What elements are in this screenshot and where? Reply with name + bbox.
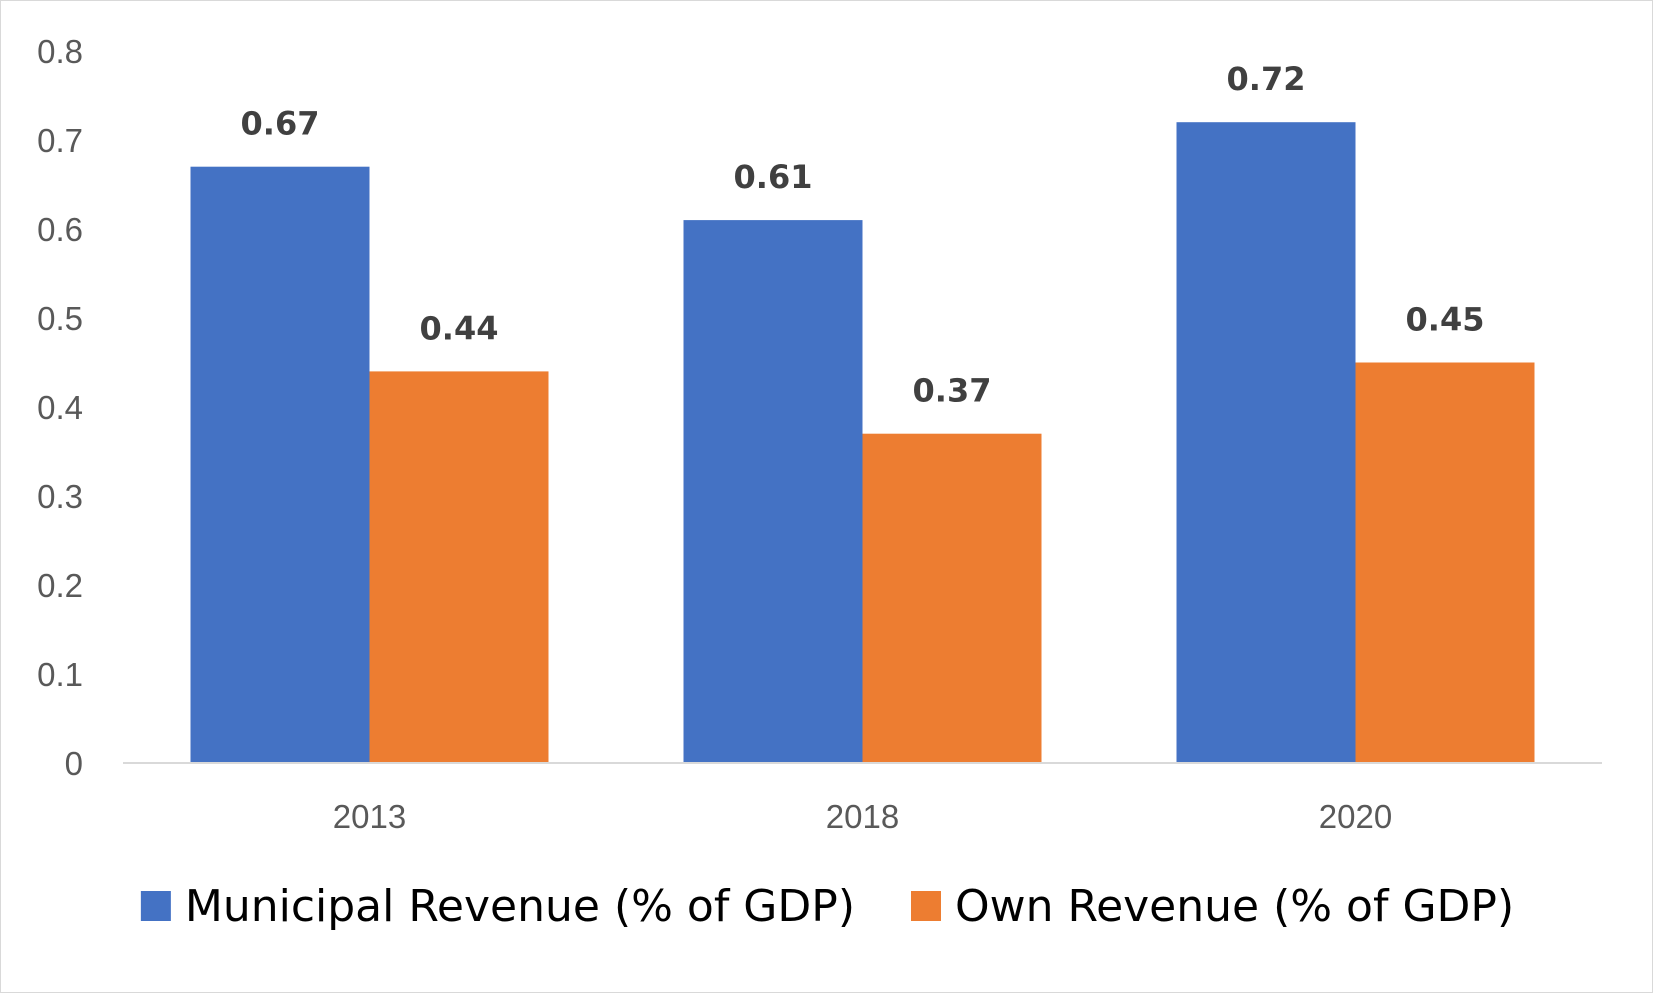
data-label: 0.45 xyxy=(1406,301,1485,339)
y-tick-label: 0.7 xyxy=(37,122,83,159)
bar-series-1-2018 xyxy=(683,220,863,764)
legend-label: Own Revenue (% of GDP) xyxy=(955,881,1514,932)
legend-item-2: Own Revenue (% of GDP) xyxy=(910,881,1514,932)
y-axis-tick-labels: 0 0.1 0.2 0.3 0.4 0.5 0.6 0.7 0.8 xyxy=(37,33,83,782)
bar-series-1-2013 xyxy=(190,166,370,763)
x-tick-label: 2018 xyxy=(826,798,899,835)
y-tick-label: 0.5 xyxy=(37,300,83,337)
y-tick-label: 0.3 xyxy=(37,478,83,515)
data-labels: 0.67 0.44 0.61 0.37 0.72 0.45 xyxy=(241,60,1485,410)
y-tick-label: 0.1 xyxy=(37,656,83,693)
bars xyxy=(190,122,1535,764)
bar-series-2-2018 xyxy=(862,433,1042,763)
data-label: 0.61 xyxy=(734,158,813,196)
legend: Municipal Revenue (% of GDP) Own Revenue … xyxy=(140,881,1514,932)
x-tick-label: 2013 xyxy=(333,798,406,835)
legend-label: Municipal Revenue (% of GDP) xyxy=(185,881,855,932)
y-tick-label: 0 xyxy=(65,745,83,782)
bar-series-2-2013 xyxy=(369,371,549,763)
data-label: 0.72 xyxy=(1227,60,1306,98)
data-label: 0.44 xyxy=(420,309,499,347)
y-tick-label: 0.2 xyxy=(37,567,83,604)
legend-swatch xyxy=(140,891,171,921)
y-tick-label: 0.6 xyxy=(37,211,83,248)
legend-item-1: Municipal Revenue (% of GDP) xyxy=(140,881,855,932)
data-label: 0.37 xyxy=(913,372,992,410)
data-label: 0.67 xyxy=(241,105,320,143)
legend-swatch xyxy=(910,891,941,921)
x-tick-label: 2020 xyxy=(1319,798,1392,835)
y-tick-label: 0.4 xyxy=(37,389,83,426)
bar-series-1-2020 xyxy=(1176,122,1356,763)
bar-series-2-2020 xyxy=(1355,362,1535,763)
x-axis-tick-labels: 2013 2018 2020 xyxy=(333,798,1392,835)
y-tick-label: 0.8 xyxy=(37,33,83,70)
